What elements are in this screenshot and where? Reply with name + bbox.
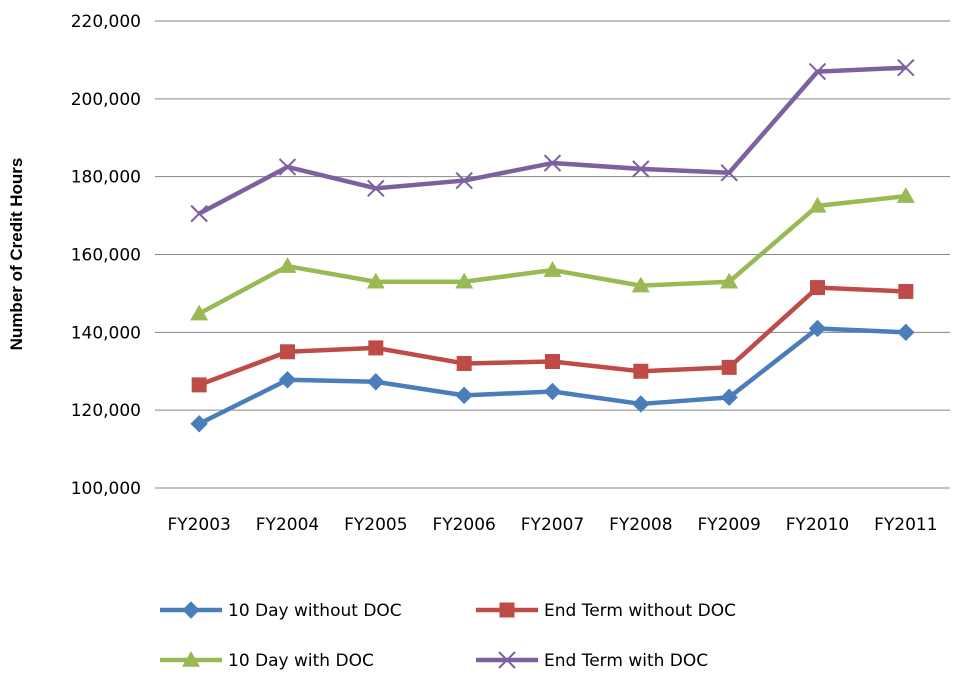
legend-marker	[499, 602, 515, 618]
data-point	[543, 154, 562, 172]
legend: 10 Day without DOC End Term without DOC 10…	[160, 601, 736, 671]
data-point	[720, 272, 739, 289]
series-lines	[190, 58, 915, 433]
data-point	[190, 304, 209, 321]
x-tick-label: FY2007	[521, 515, 584, 535]
data-point	[545, 354, 560, 370]
legend-label: End Term without DOC	[544, 601, 736, 621]
data-point	[543, 261, 562, 277]
data-point	[896, 187, 915, 203]
data-point	[367, 179, 385, 198]
data-point	[808, 196, 827, 213]
series-line	[198, 326, 906, 426]
data-point	[633, 363, 649, 379]
data-point	[632, 160, 650, 178]
data-point	[632, 395, 650, 413]
x-tick-label: FY2004	[256, 515, 319, 535]
x-tick-label: FY2009	[697, 515, 760, 535]
data-point	[543, 382, 562, 401]
data-point	[278, 158, 297, 176]
gridlines	[155, 20, 950, 489]
y-tick-label: 220,000	[71, 12, 141, 32]
x-tick-label: FY2005	[344, 515, 407, 535]
series-line	[198, 285, 906, 387]
x-tick-label: FY2010	[786, 515, 849, 535]
data-point	[190, 415, 208, 433]
legend-marker	[182, 651, 200, 667]
legend-marker	[498, 651, 516, 669]
legend-marker	[182, 601, 200, 619]
series-3	[190, 58, 915, 223]
legend-item: End Term without DOC	[476, 601, 736, 621]
x-axis-tick-labels: FY2003 FY2004 FY2005 FY2006 FY2007 FY2008 FY20…	[167, 515, 937, 535]
data-point	[721, 359, 737, 375]
data-point	[367, 373, 385, 391]
y-tick-label: 180,000	[71, 168, 141, 188]
series-line	[198, 65, 906, 216]
legend-item: End Term with DOC	[476, 651, 708, 671]
data-point	[280, 344, 295, 360]
y-tick-label: 120,000	[71, 401, 141, 421]
series-1	[191, 280, 914, 393]
x-tick-label: FY2006	[432, 515, 495, 535]
series-0	[190, 319, 915, 433]
data-point	[808, 319, 827, 338]
data-point	[808, 62, 827, 81]
data-point	[366, 272, 385, 289]
data-point	[456, 355, 472, 371]
data-point	[810, 280, 825, 296]
series-2	[190, 187, 915, 321]
data-point	[455, 171, 473, 190]
data-point	[897, 323, 915, 342]
data-point	[631, 276, 650, 293]
y-tick-label: 160,000	[71, 246, 141, 266]
data-point	[720, 164, 738, 182]
y-tick-label: 200,000	[71, 90, 141, 110]
data-point	[897, 58, 915, 77]
data-point	[278, 257, 297, 273]
legend-label: End Term with DOC	[544, 651, 708, 671]
legend-item: 10 Day with DOC	[160, 651, 374, 671]
data-point	[368, 340, 384, 356]
data-point	[455, 386, 473, 405]
x-tick-label: FY2008	[609, 515, 672, 535]
y-tick-label: 100,000	[71, 479, 141, 499]
legend-label: 10 Day with DOC	[228, 651, 374, 671]
y-axis-tick-labels: 100,000 120,000 140,000 160,000 180,000 200,0…	[71, 12, 141, 499]
y-tick-label: 140,000	[71, 323, 141, 343]
data-point	[720, 388, 738, 407]
x-tick-label: FY2003	[167, 515, 230, 535]
y-axis-title: Number of Credit Hours	[7, 158, 26, 351]
data-point	[898, 283, 914, 299]
legend-label: 10 Day without DOC	[228, 601, 402, 621]
data-point	[455, 272, 474, 289]
legend-item: 10 Day without DOC	[160, 601, 402, 621]
data-point	[191, 377, 207, 393]
x-tick-label: FY2011	[874, 515, 937, 535]
data-point	[190, 204, 208, 223]
data-point	[278, 371, 297, 389]
